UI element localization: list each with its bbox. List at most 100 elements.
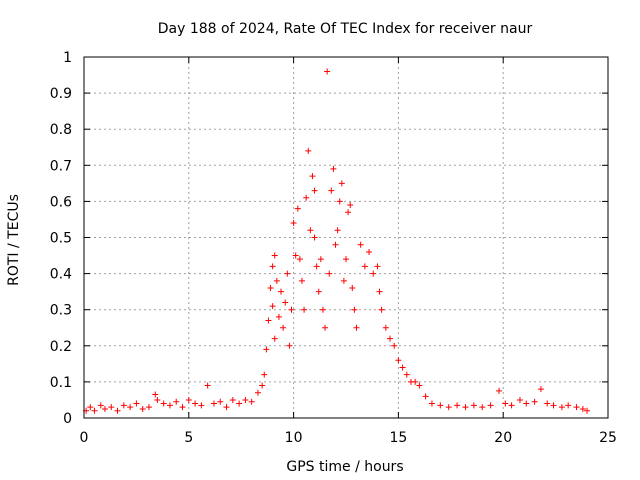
data-point — [351, 306, 358, 313]
data-point — [280, 324, 287, 331]
data-point — [334, 227, 341, 234]
data-point — [412, 378, 419, 385]
data-point — [374, 263, 381, 270]
data-point — [292, 252, 299, 259]
data-point — [322, 324, 329, 331]
chart-title: Day 188 of 2024, Rate Of TEC Index for r… — [158, 21, 533, 37]
data-point — [537, 386, 544, 393]
y-tick-label: 0.5 — [50, 231, 72, 247]
data-point — [353, 324, 360, 331]
data-point — [236, 400, 243, 407]
data-point — [271, 252, 278, 259]
data-point — [462, 404, 469, 411]
grid-lines — [84, 57, 608, 418]
x-tick-label: 10 — [285, 430, 303, 446]
data-point — [229, 396, 236, 403]
data-point — [395, 357, 402, 364]
data-point — [378, 306, 385, 313]
data-point — [192, 400, 199, 407]
y-tick-label: 1 — [63, 50, 72, 66]
data-point — [145, 404, 152, 411]
x-tick-label: 20 — [494, 430, 512, 446]
data-point — [330, 165, 337, 172]
data-point — [403, 371, 410, 378]
data-point — [437, 402, 444, 409]
data-point — [558, 404, 565, 411]
data-point — [479, 404, 486, 411]
data-point — [198, 402, 205, 409]
data-point — [269, 303, 276, 310]
data-point — [399, 364, 406, 371]
data-point — [91, 407, 98, 414]
data-point — [315, 288, 322, 295]
data-point — [263, 346, 270, 353]
data-point — [87, 404, 94, 411]
x-axis-label: GPS time / hours — [286, 459, 403, 475]
y-tick-label: 0.8 — [50, 122, 72, 138]
data-point — [361, 263, 368, 270]
data-point — [248, 398, 255, 405]
y-tick-label: 0.3 — [50, 303, 72, 319]
data-point — [565, 402, 572, 409]
y-tick-label: 0.6 — [50, 194, 72, 210]
data-point — [336, 198, 343, 205]
y-tick-label: 0.2 — [50, 339, 72, 355]
data-point — [343, 256, 349, 263]
y-tick-label: 0.7 — [50, 158, 72, 174]
data-point — [357, 241, 364, 248]
data-point — [345, 209, 352, 216]
data-point — [282, 299, 289, 306]
data-point — [288, 306, 295, 313]
x-tick-label: 5 — [184, 430, 193, 446]
data-point — [347, 202, 354, 209]
data-point — [294, 205, 301, 212]
data-point — [298, 277, 305, 284]
data-point — [502, 400, 509, 407]
data-point — [370, 270, 377, 277]
data-point — [204, 382, 211, 389]
data-point — [152, 391, 159, 398]
y-tick-label: 0.4 — [50, 267, 72, 283]
data-point — [114, 407, 121, 414]
data-point — [179, 404, 186, 411]
data-point — [311, 187, 318, 194]
y-axis-label: ROTI / TECUs — [6, 194, 22, 286]
data-point — [305, 147, 312, 154]
data-point — [366, 248, 373, 255]
data-point — [154, 396, 161, 403]
data-point — [531, 398, 538, 405]
data-point — [454, 402, 461, 409]
data-point — [275, 313, 282, 320]
data-point — [349, 285, 356, 292]
data-point — [284, 270, 291, 277]
data-point — [487, 402, 494, 409]
data-point — [286, 342, 293, 349]
data-point — [269, 263, 276, 270]
data-point — [185, 396, 192, 403]
data-point — [296, 256, 303, 263]
data-point — [311, 234, 318, 241]
data-point — [428, 400, 435, 407]
data-point — [307, 227, 314, 234]
data-point — [317, 256, 324, 263]
data-point — [97, 402, 104, 409]
data-point — [584, 407, 591, 414]
data-point — [139, 405, 146, 412]
data-point — [278, 288, 285, 295]
data-point — [319, 306, 326, 313]
data-point — [387, 335, 394, 342]
data-point — [303, 194, 310, 201]
data-point — [223, 404, 230, 411]
data-point — [550, 402, 557, 409]
data-point — [338, 180, 345, 187]
data-point — [259, 382, 266, 389]
data-point — [261, 371, 268, 378]
data-point — [160, 400, 167, 407]
data-point — [382, 324, 389, 331]
data-points — [83, 68, 591, 414]
data-point — [523, 400, 530, 407]
data-point — [127, 404, 134, 411]
data-point — [210, 400, 217, 407]
